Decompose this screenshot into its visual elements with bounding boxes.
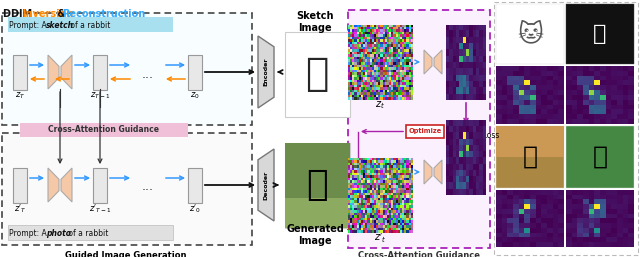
Polygon shape (424, 50, 432, 74)
Bar (496, 126, 564, 188)
Bar (285, 143, 350, 198)
Text: Prompt: A: Prompt: A (9, 228, 49, 237)
Text: Encoder: Encoder (264, 58, 269, 86)
Bar (566, 4, 634, 64)
Text: DDIM: DDIM (3, 9, 35, 19)
Text: Guided Image Generation: Guided Image Generation (65, 251, 187, 257)
Text: Cross-Attention Guidance: Cross-Attention Guidance (49, 125, 159, 134)
Text: Reconstruction: Reconstruction (62, 9, 145, 19)
Polygon shape (48, 168, 59, 202)
Text: Generated
Image: Generated Image (286, 224, 344, 246)
Bar (20, 123, 188, 137)
Bar (2, 133, 252, 245)
Polygon shape (48, 55, 59, 89)
Text: &: & (54, 9, 69, 19)
Text: KL Loss: KL Loss (471, 131, 499, 140)
Polygon shape (434, 160, 442, 184)
Polygon shape (258, 36, 274, 108)
Bar (496, 126, 564, 157)
Bar (8, 17, 173, 32)
Polygon shape (424, 160, 432, 184)
Text: of a rabbit: of a rabbit (66, 228, 108, 237)
Text: of a rabbit: of a rabbit (68, 21, 110, 30)
Text: $z_{T-1}$: $z_{T-1}$ (90, 91, 110, 101)
Text: photo: photo (46, 228, 71, 237)
Text: Inversion: Inversion (22, 9, 73, 19)
Bar (285, 32, 350, 117)
Text: sketch: sketch (46, 21, 74, 30)
Text: ...: ... (142, 180, 154, 194)
Text: 🐨: 🐨 (593, 24, 607, 44)
Text: Decoder: Decoder (264, 170, 269, 200)
Bar (8, 225, 173, 240)
Text: $z'_T$: $z'_T$ (13, 203, 26, 215)
Bar (93, 54, 107, 89)
Bar (494, 2, 638, 255)
Text: $z'_0$: $z'_0$ (189, 203, 201, 215)
Bar (496, 4, 564, 64)
Bar (13, 54, 27, 89)
Text: 🐈: 🐈 (522, 145, 538, 169)
Text: ...: ... (142, 68, 154, 80)
Text: Optimize: Optimize (408, 128, 442, 134)
Text: $z'_t$: $z'_t$ (374, 231, 387, 245)
Bar (188, 54, 202, 89)
Polygon shape (434, 50, 442, 74)
Bar (13, 168, 27, 203)
Text: Prompt: A: Prompt: A (9, 21, 49, 30)
Text: 🐨: 🐨 (593, 145, 607, 169)
Text: 🐇: 🐇 (306, 168, 328, 202)
Text: Sketch
Image: Sketch Image (296, 11, 333, 33)
Bar (348, 10, 490, 248)
Text: Cross-Attention Guidance: Cross-Attention Guidance (358, 252, 480, 257)
Bar (93, 168, 107, 203)
Text: 🐱: 🐱 (517, 22, 543, 46)
Text: 🐰: 🐰 (305, 55, 329, 93)
Polygon shape (258, 149, 274, 221)
Bar (2, 13, 252, 125)
Text: $z'_{T-1}$: $z'_{T-1}$ (89, 203, 111, 215)
Polygon shape (61, 55, 72, 89)
Bar (285, 198, 350, 228)
Bar (188, 168, 202, 203)
Bar (566, 126, 634, 188)
Bar (406, 125, 444, 138)
Text: $z_0$: $z_0$ (190, 91, 200, 101)
Text: $z_t$: $z_t$ (375, 99, 385, 111)
Polygon shape (61, 168, 72, 202)
Bar (285, 143, 350, 228)
Text: $z_T$: $z_T$ (15, 91, 25, 101)
